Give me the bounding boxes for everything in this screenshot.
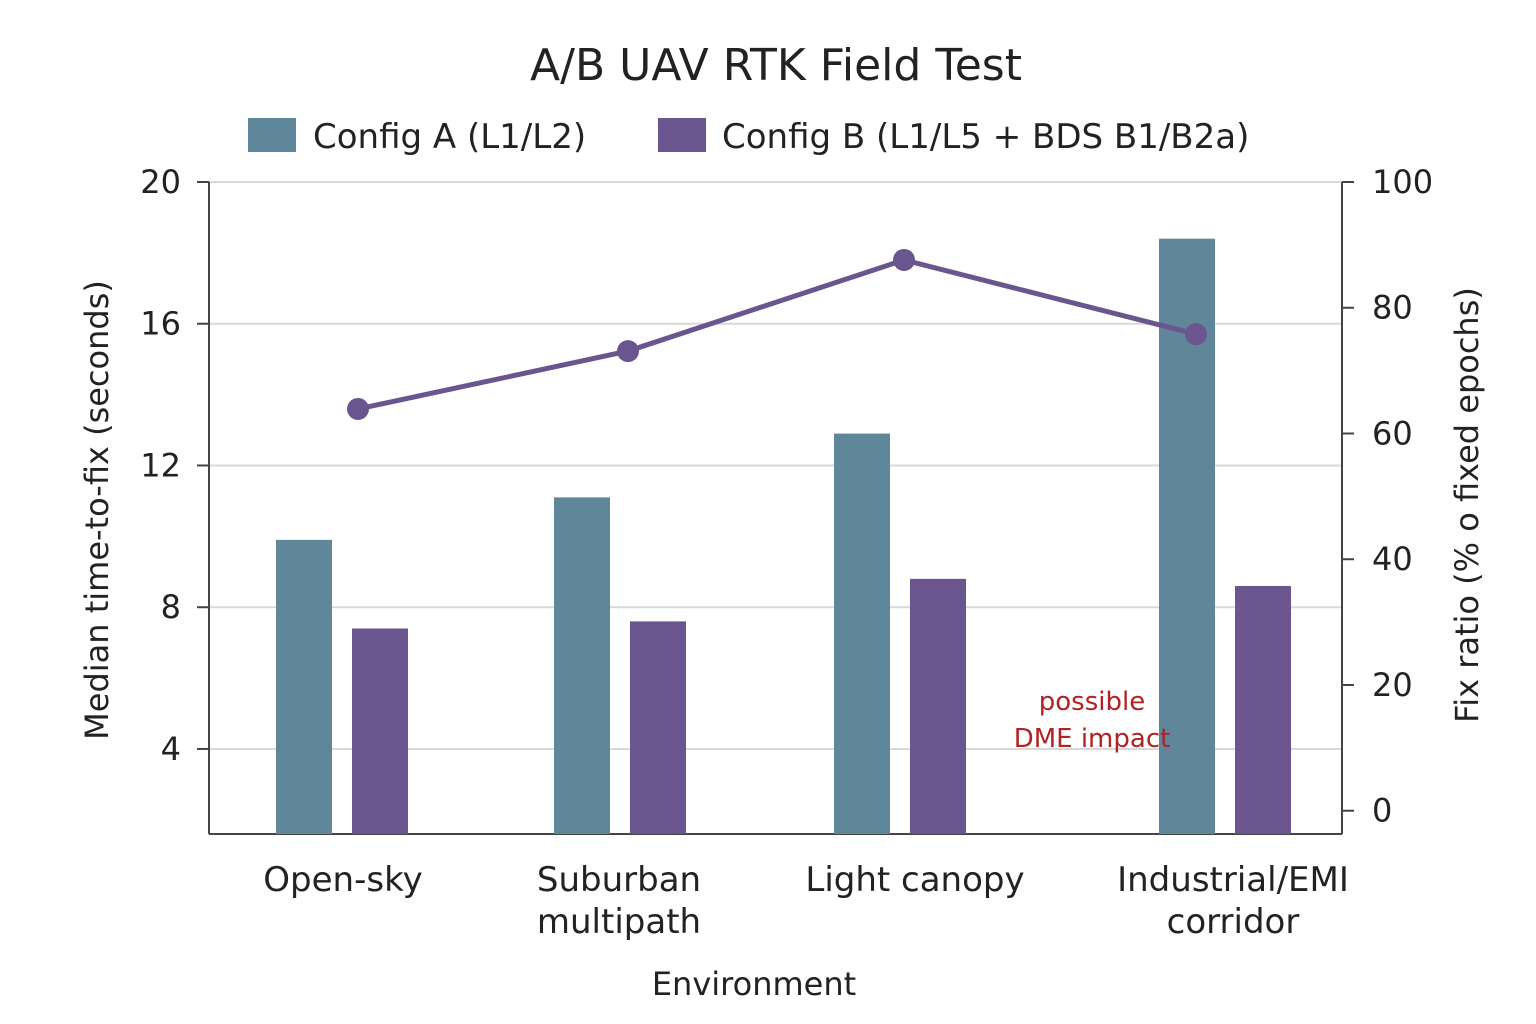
y2-tick-label: 20 xyxy=(1372,666,1413,704)
fix-ratio-polyline xyxy=(357,257,1197,412)
bar-config-b xyxy=(910,578,966,834)
category-label-line: multipath xyxy=(537,902,701,942)
category-label-line: Industrial/EMI xyxy=(1117,860,1349,900)
legend-label-config-b: Config B (L1/L5 + BDS B1/B2a) xyxy=(722,117,1249,157)
y2-axis-label: Fix ratio (% o fixed epochs) xyxy=(1448,287,1486,723)
category-labels: Open-sky Suburban multipath Light canopy Ind… xyxy=(263,860,1349,942)
y-axis-label: Median time-to-fix (seconds) xyxy=(78,280,116,740)
bar-config-b xyxy=(352,628,408,834)
category-label: Light canopy xyxy=(805,860,1024,900)
y2-tick-label: 80 xyxy=(1372,289,1413,327)
fix-ratio-point xyxy=(347,397,369,420)
bar-config-b xyxy=(630,621,686,834)
chart-title: A/B UAV RTK Field Test xyxy=(530,40,1022,91)
y2-tick-label: 40 xyxy=(1372,540,1413,578)
bar-config-a xyxy=(834,433,890,834)
legend-label-config-a: Config A (L1/L2) xyxy=(313,117,586,157)
category-label: Industrial/EMI corridor xyxy=(1117,860,1349,942)
axes: 4 8 12 16 20 0 20 40 60 80 100 xyxy=(140,163,1433,835)
fix-ratio-point xyxy=(1185,323,1207,346)
category-label-line: Suburban xyxy=(537,860,701,900)
category-label: Suburban multipath xyxy=(537,860,701,942)
y-tick-label: 4 xyxy=(161,730,181,768)
legend: Config A (L1/L2) Config B (L1/L5 + BDS B… xyxy=(248,117,1249,157)
y2-tick-label: 100 xyxy=(1372,163,1433,201)
legend-swatch-config-a xyxy=(248,118,296,152)
y2-tick-label: 60 xyxy=(1372,414,1413,452)
annotation: possible DME impact xyxy=(1014,687,1171,754)
bars xyxy=(276,238,1291,834)
bar-config-a xyxy=(276,539,332,834)
annotation-line: DME impact xyxy=(1014,724,1171,754)
y-tick-label: 12 xyxy=(140,446,181,484)
annotation-text: possible DME impact xyxy=(1014,687,1171,754)
legend-swatch-config-b xyxy=(658,118,706,152)
fix-ratio-point xyxy=(617,340,639,363)
y-tick-label: 20 xyxy=(140,163,181,201)
category-label-line: corridor xyxy=(1167,902,1300,942)
fix-ratio-line xyxy=(347,248,1207,420)
category-label-line: Open-sky xyxy=(263,860,422,900)
category-label-line: Light canopy xyxy=(805,860,1024,900)
x-axis-label: Environment xyxy=(652,965,856,1003)
fix-ratio-point xyxy=(893,248,915,271)
annotation-line: possible xyxy=(1039,687,1145,717)
y-tick-label: 16 xyxy=(140,305,181,343)
bar-config-a xyxy=(554,497,610,834)
y2-tick-label: 0 xyxy=(1372,792,1392,830)
category-label: Open-sky xyxy=(263,860,422,900)
bar-config-b xyxy=(1235,585,1291,834)
y-tick-label: 8 xyxy=(161,588,181,626)
